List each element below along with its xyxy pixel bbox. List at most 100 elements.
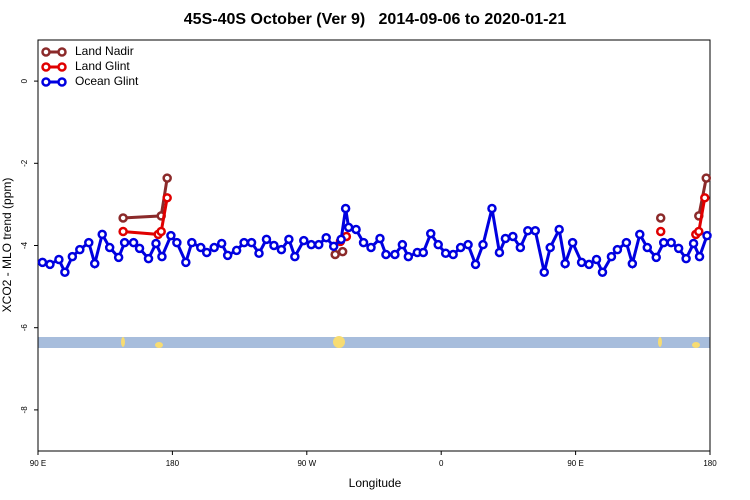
- data-point: [172, 237, 182, 248]
- data-point: [118, 226, 128, 237]
- series-line: [122, 197, 707, 243]
- data-point: [539, 267, 549, 277]
- data-point: [340, 203, 351, 214]
- data-point: [621, 237, 632, 248]
- legend-label: Land Nadir: [75, 44, 134, 58]
- data-point: [651, 252, 661, 263]
- data-point: [500, 233, 511, 244]
- data-point: [337, 246, 348, 257]
- data-point: [591, 254, 602, 265]
- data-point: [84, 237, 94, 248]
- data-point: [478, 239, 488, 250]
- data-point: [627, 258, 638, 269]
- data-point: [673, 243, 684, 254]
- data-point: [463, 239, 473, 250]
- x-tick-label: 180: [703, 459, 717, 468]
- data-point: [151, 238, 161, 249]
- data-point: [321, 232, 331, 243]
- data-point: [470, 259, 481, 270]
- data-point: [118, 213, 128, 223]
- data-point: [201, 247, 212, 258]
- data-point: [642, 242, 653, 253]
- legend-marker: [41, 77, 51, 87]
- data-point: [403, 251, 414, 262]
- y-tick-label: 0: [20, 78, 29, 83]
- data-point: [694, 251, 705, 262]
- data-point: [567, 237, 578, 248]
- data-point: [358, 237, 369, 248]
- data-point: [576, 257, 587, 268]
- legend-marker: [57, 77, 67, 87]
- data-point: [560, 258, 570, 269]
- surface-strip: [38, 336, 710, 348]
- x-tick-label: 90 W: [297, 459, 316, 468]
- legend-label: Land Glint: [75, 59, 130, 73]
- data-point: [666, 237, 676, 248]
- data-point: [440, 248, 451, 259]
- x-tick-label: 90 E: [567, 459, 583, 468]
- data-point: [209, 242, 219, 253]
- data-point: [655, 213, 666, 223]
- data-point: [231, 245, 242, 256]
- data-point: [156, 226, 166, 237]
- data-point: [157, 251, 167, 262]
- data-point: [701, 173, 712, 183]
- data-point: [328, 241, 339, 252]
- data-point: [635, 229, 645, 240]
- x-tick-label: 90 E: [30, 459, 46, 468]
- data-point: [545, 242, 555, 253]
- data-point: [523, 225, 533, 236]
- data-point: [455, 242, 466, 253]
- data-point: [60, 267, 70, 277]
- data-point: [433, 239, 443, 250]
- data-point: [554, 224, 564, 235]
- x-tick-label: 0: [439, 459, 444, 468]
- data-point: [330, 249, 340, 260]
- data-point: [67, 251, 78, 262]
- chart-title: 45S-40S October (Ver 9) 2014-09-06 to 20…: [184, 11, 567, 28]
- data-point: [37, 257, 48, 268]
- data-point: [276, 244, 287, 255]
- data-point: [681, 253, 691, 264]
- data-point: [418, 247, 429, 258]
- data-point: [397, 239, 408, 250]
- data-point: [343, 222, 354, 233]
- data-point: [261, 234, 272, 245]
- data-point: [336, 234, 346, 245]
- data-point: [494, 247, 505, 258]
- data-point: [597, 267, 608, 277]
- data-point: [655, 226, 666, 237]
- data-point: [269, 240, 279, 251]
- data-point: [284, 234, 294, 245]
- x-tick-label: 180: [166, 459, 180, 468]
- data-point: [530, 225, 541, 236]
- data-point: [425, 228, 436, 239]
- data-point: [97, 229, 107, 240]
- data-point: [448, 249, 458, 260]
- data-point: [216, 238, 227, 249]
- data-point: [119, 237, 130, 248]
- data-point: [688, 238, 699, 249]
- data-point: [89, 258, 100, 269]
- data-point: [515, 242, 526, 253]
- data-point: [162, 173, 172, 183]
- y-axis-label: XCO2 - MLO trend (ppm): [0, 178, 14, 313]
- legend-label: Ocean Glint: [75, 74, 139, 88]
- legend-marker: [57, 62, 67, 72]
- data-point: [239, 237, 249, 248]
- x-axis-label: Longitude: [349, 476, 402, 490]
- data-point: [166, 230, 176, 241]
- y-tick-label: -4: [20, 241, 29, 249]
- data-point: [290, 251, 300, 262]
- data-point: [254, 248, 264, 259]
- data-point: [299, 235, 309, 246]
- data-point: [75, 244, 85, 255]
- data-point: [134, 243, 145, 254]
- data-point: [375, 233, 385, 244]
- data-point: [113, 252, 124, 263]
- data-point: [612, 244, 623, 255]
- data-point: [246, 237, 257, 248]
- legend-marker: [41, 47, 51, 57]
- data-point: [351, 224, 361, 235]
